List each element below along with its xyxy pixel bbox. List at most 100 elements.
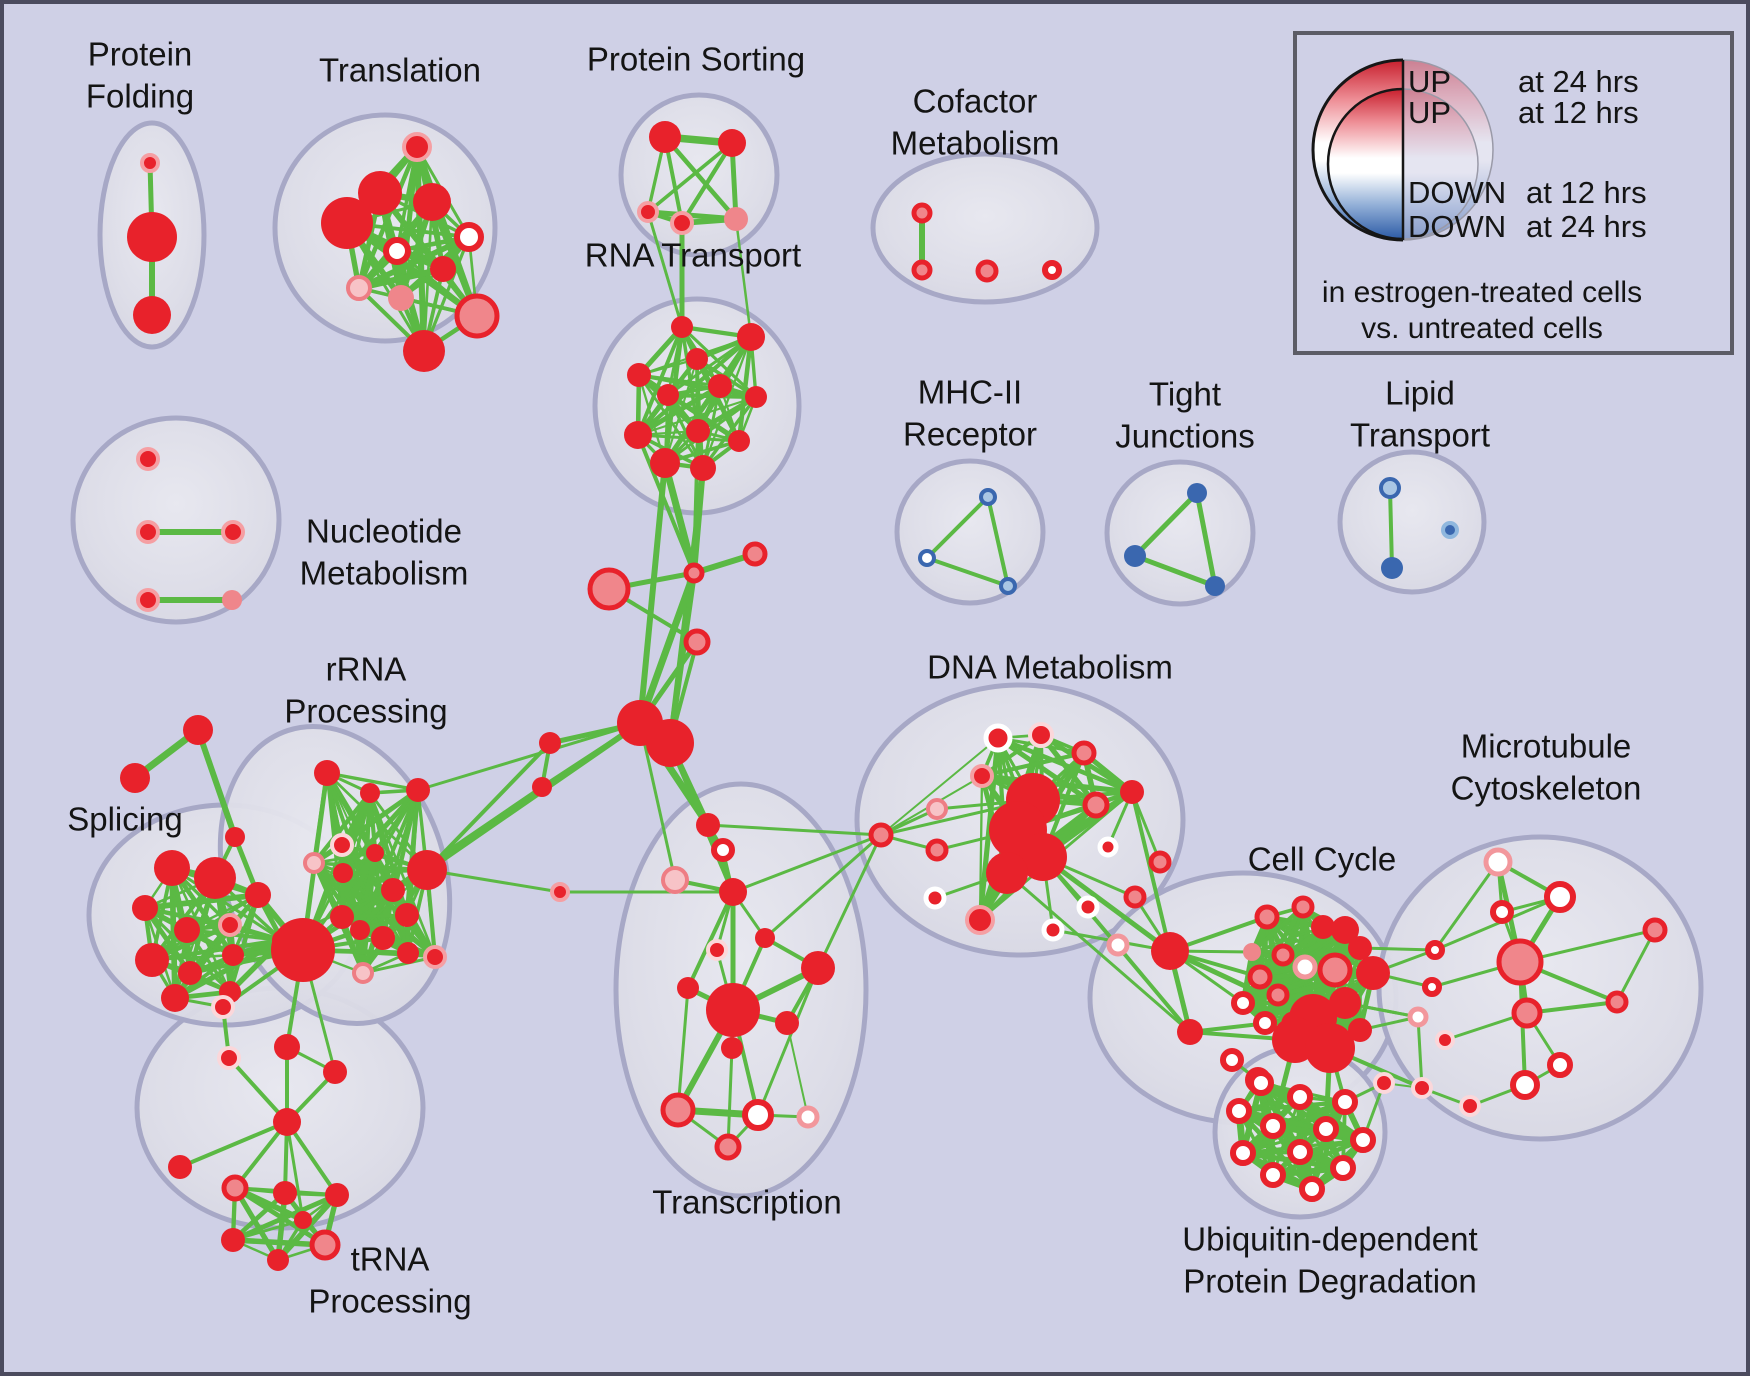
interaction-edge [1257, 927, 1348, 980]
cluster-label-line: Metabolism [300, 555, 469, 592]
interaction-edge [701, 384, 722, 470]
interaction-edge [1433, 860, 1500, 952]
gene-node [671, 316, 693, 338]
gene-node [1019, 833, 1067, 881]
gene-node [1124, 545, 1146, 567]
cluster-ellipse-tight-junctions [1104, 459, 1256, 607]
interaction-edge [1615, 928, 1657, 1004]
gene-node [1266, 983, 1290, 1007]
gene-node [999, 577, 1017, 595]
cluster-label-line: Processing [308, 1283, 471, 1320]
legend-direction-label: UP [1408, 64, 1451, 99]
gene-node [388, 285, 414, 311]
interaction-edge [786, 1022, 809, 1118]
cluster-label-line: Tight [1149, 376, 1221, 413]
gene-node [550, 882, 570, 902]
legend-time-label: at 24 hrs [1518, 64, 1639, 99]
gene-node [1459, 1095, 1481, 1117]
interaction-edge [285, 1120, 305, 1222]
gene-node [136, 588, 160, 612]
interaction-edge [285, 1120, 339, 1197]
interaction-edge [230, 1192, 340, 1243]
interaction-edge [231, 1218, 305, 1242]
gene-node [366, 844, 384, 862]
gene-node [670, 211, 694, 235]
interaction-edge [227, 1056, 289, 1124]
gene-node [1544, 881, 1576, 913]
gene-node [979, 488, 997, 506]
gene-node [677, 977, 699, 999]
gene-node [801, 951, 835, 985]
interaction-edge [1005, 871, 1192, 1034]
cluster-label-line: Metabolism [891, 125, 1060, 162]
gene-node [657, 384, 679, 406]
interaction-edge [986, 495, 1010, 588]
gene-node [330, 833, 354, 857]
gene-node [1292, 954, 1318, 980]
interaction-edge [816, 833, 883, 970]
gene-node [1407, 1006, 1429, 1028]
gene-node [683, 562, 705, 584]
cluster-label-line: Nucleotide [306, 513, 462, 550]
legend-outer-right-arc [1402, 59, 1494, 241]
interaction-edge [637, 373, 705, 470]
cluster-label-line: Splicing [67, 801, 183, 838]
gene-node [911, 259, 933, 281]
legend-direction-label: DOWN [1408, 209, 1506, 244]
gene-node [649, 121, 681, 153]
gene-node [1041, 918, 1065, 942]
gene-node [211, 995, 235, 1019]
gene-node [1248, 1070, 1274, 1096]
gene-node [1510, 1070, 1540, 1100]
gene-node [1425, 940, 1445, 960]
gene-node [742, 1099, 774, 1131]
cluster-label-cell-cycle: Cell Cycle [1248, 841, 1397, 878]
legend-time-label: at 12 hrs [1526, 175, 1647, 210]
gene-node [1490, 900, 1514, 924]
cluster-ellipse-nucleotide-metabolism [70, 415, 282, 625]
gene-node [140, 153, 160, 173]
interaction-edge [637, 373, 758, 399]
gene-node [1082, 791, 1110, 819]
gene-node [402, 132, 432, 162]
gene-node [627, 363, 651, 387]
gene-node [745, 386, 767, 408]
interaction-edge [763, 833, 883, 940]
gene-node [975, 259, 999, 283]
legend-direction-label: UP [1408, 95, 1451, 130]
interaction-edge [1433, 895, 1562, 952]
gene-node [646, 719, 694, 767]
cluster-label-tight-junctions: Tight Junctions [1115, 376, 1254, 455]
interaction-edge [425, 868, 562, 894]
cluster-label-rrna-processing: rRNA Processing [284, 651, 447, 730]
gene-node [454, 222, 484, 252]
legend-outer-left-arc [1311, 58, 1404, 242]
gene-node [1097, 836, 1119, 858]
gene-node [1379, 477, 1401, 499]
gene-node [1123, 885, 1147, 909]
gene-node [1287, 1084, 1313, 1110]
gene-node [686, 419, 710, 443]
gene-node [1028, 722, 1054, 748]
gene-node [983, 723, 1013, 753]
gene-node [413, 183, 451, 221]
interaction-edge [355, 265, 447, 292]
cluster-label-line: Cytoskeleton [1451, 770, 1642, 807]
gene-node [660, 1092, 696, 1128]
interaction-edge [1358, 946, 1437, 952]
cluster-label-line: Cofactor [913, 83, 1038, 120]
interaction-edge [636, 395, 758, 437]
interaction-edge [343, 219, 481, 320]
cluster-label-lipid-transport: Lipid Transport [1350, 375, 1490, 454]
gene-node [222, 590, 242, 610]
gene-node [1247, 964, 1273, 990]
gene-node [273, 1108, 301, 1136]
interaction-edge [979, 750, 1087, 779]
gene-node [1350, 1127, 1376, 1153]
gene-node [1243, 943, 1261, 961]
gene-node [294, 1211, 312, 1229]
cluster-label-line: Ubiquitin-dependent [1182, 1221, 1477, 1258]
interaction-edge [637, 460, 668, 726]
gene-node [637, 201, 659, 223]
